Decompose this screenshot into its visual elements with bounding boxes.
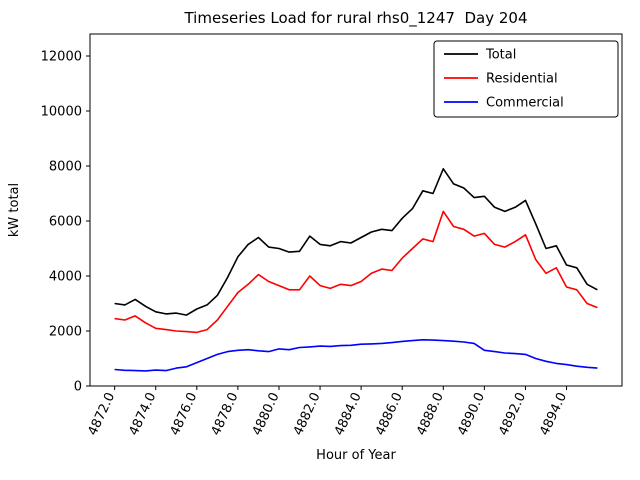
x-tick-label: 4886.0 — [373, 390, 406, 438]
series-line-total — [114, 168, 598, 316]
y-tick-label: 12000 — [41, 50, 82, 65]
x-tick-label: 4880.0 — [250, 390, 283, 438]
y-tick-label: 2000 — [49, 325, 82, 340]
x-tick-label: 4884.0 — [332, 390, 365, 438]
plot-area: 4872.0 4874.0 4876.0 4878.0 4880.0 4882.0 4884… — [41, 33, 623, 438]
x-tick-label: 4890.0 — [455, 390, 488, 438]
x-tick-label: 4872.0 — [85, 390, 118, 438]
legend-label-total: Total — [485, 48, 516, 63]
x-tick-label: 4892.0 — [496, 390, 529, 438]
series-line-residential — [114, 210, 598, 334]
x-tick-label: 4894.0 — [537, 390, 570, 438]
y-tick-label: 4000 — [49, 270, 82, 285]
x-tick-label: 4888.0 — [414, 390, 447, 438]
chart-title: Timeseries Load for rural rhs0_1247 Day … — [183, 9, 527, 28]
legend-label-residential: Residential — [486, 72, 558, 87]
y-tick-label: 8000 — [49, 160, 82, 175]
y-axis-label: kW total — [7, 183, 22, 237]
x-axis-label: Hour of Year — [316, 448, 396, 463]
x-tick-label: 4876.0 — [168, 390, 201, 438]
series-line-commercial — [114, 338, 598, 372]
y-tick-label: 6000 — [49, 215, 82, 230]
legend-label-commercial: Commercial — [486, 96, 564, 111]
x-tick-label: 4878.0 — [209, 390, 242, 438]
x-tick-label: 4882.0 — [291, 390, 324, 438]
y-tick-label: 0 — [74, 380, 82, 395]
legend-box — [433, 40, 619, 118]
axes-frame — [89, 33, 623, 387]
y-tick-label: 10000 — [41, 105, 82, 120]
x-tick-label: 4874.0 — [127, 390, 160, 438]
